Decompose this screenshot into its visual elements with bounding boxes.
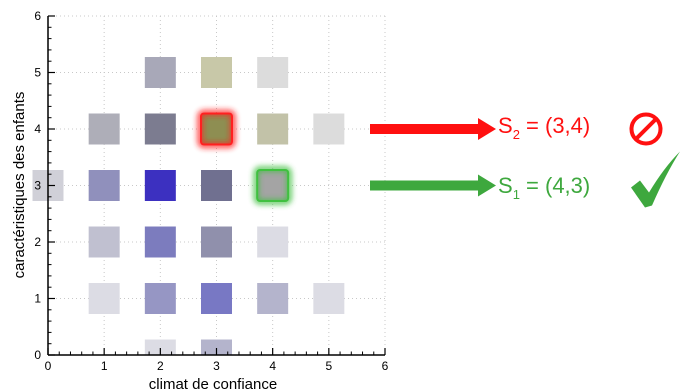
- s2-label: S: [498, 113, 513, 138]
- heatmap-cell: [88, 170, 120, 201]
- y-tick-label: 0: [34, 348, 41, 362]
- heatmap-cell: [88, 113, 120, 145]
- heatmap-cell: [257, 226, 289, 258]
- heatmap-cell: [313, 113, 345, 145]
- x-tick-label: 0: [45, 359, 52, 373]
- heatmap-cells: [32, 57, 345, 355]
- s1-value: = (4,3): [519, 173, 591, 198]
- heatmap-cell: [201, 170, 232, 201]
- y-tick-label: 3: [34, 179, 41, 193]
- s2-value: = (3,4): [519, 113, 591, 138]
- s2-subscript: 2: [512, 127, 520, 142]
- x-tick-label: 3: [213, 359, 220, 373]
- y-tick-label: 2: [34, 235, 41, 249]
- y-tick-label: 4: [34, 122, 41, 136]
- x-tick-label: 2: [157, 359, 164, 373]
- x-tick-label: 5: [325, 359, 332, 373]
- s1-label: S: [498, 173, 513, 198]
- annotation-arrows: [370, 112, 680, 208]
- x-axis-label: climat de confiance: [149, 376, 277, 392]
- checkmark-icon: [631, 151, 680, 208]
- x-tick-label: 1: [101, 359, 108, 373]
- highlighted-cells: [197, 110, 292, 205]
- heatmap-cell: [88, 226, 120, 258]
- heatmap-cell: [201, 113, 232, 145]
- heatmap-cell: [144, 57, 176, 88]
- axes: 0 1 2 3 4 5 6 0 1 2 3 4 5 6: [34, 9, 388, 373]
- y-axis-label: caractéristiques des enfants: [11, 92, 28, 279]
- s1-subscript: 1: [512, 187, 520, 202]
- heatmap-cell: [257, 170, 289, 201]
- x-tick-label: 4: [269, 359, 276, 373]
- y-tick-label: 1: [34, 292, 41, 306]
- heatmap-cell: [257, 113, 289, 145]
- heatmap-cell: [144, 170, 176, 201]
- highlight-box: [256, 169, 290, 202]
- s1-annotation: S1 = (4,3): [498, 173, 590, 202]
- heatmap-cell: [144, 339, 176, 355]
- heatmap-cell: [144, 283, 176, 314]
- heatmap-cell: [144, 113, 176, 145]
- y-tick-label: 5: [34, 66, 41, 80]
- s2-arrow: [370, 118, 496, 140]
- y-tick-label: 6: [34, 9, 41, 23]
- heatmap-cell: [201, 283, 232, 314]
- heatmap-cell: [88, 283, 120, 314]
- heatmap-cell: [201, 339, 232, 355]
- heatmap-cell: [313, 283, 345, 314]
- heatmap-cell: [257, 283, 289, 314]
- heatmap-cell: [257, 57, 289, 88]
- x-tick-label: 6: [382, 359, 389, 373]
- heatmap-cell: [201, 226, 232, 258]
- s1-arrow: [370, 174, 496, 197]
- prohibited-icon: [629, 112, 663, 146]
- highlight-box: [200, 112, 233, 146]
- s2-annotation: S2 = (3,4): [498, 113, 590, 142]
- heatmap-cell: [144, 226, 176, 258]
- heatmap-cell: [201, 57, 232, 88]
